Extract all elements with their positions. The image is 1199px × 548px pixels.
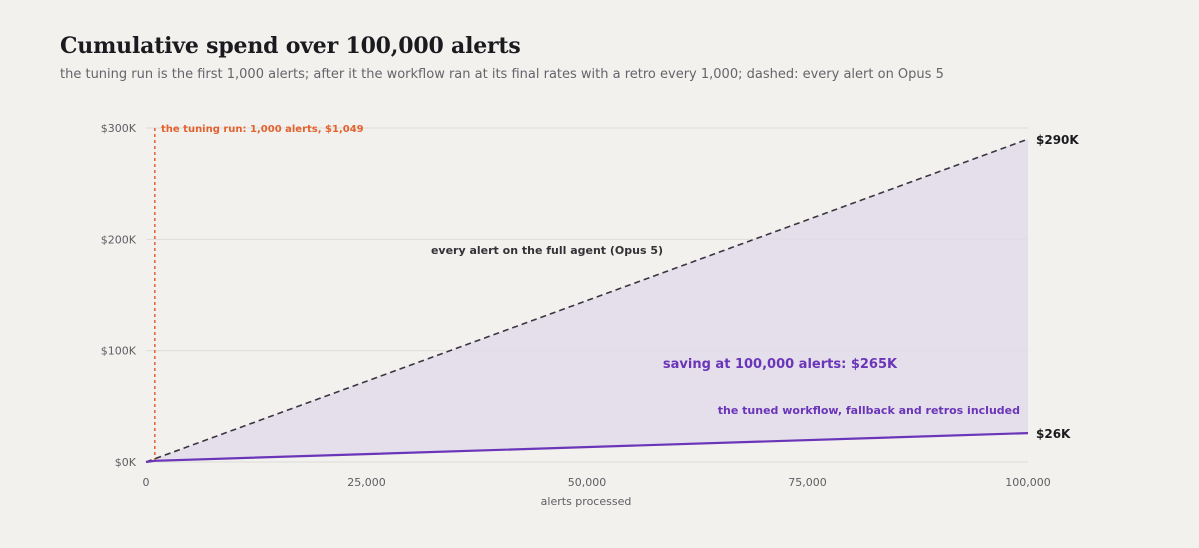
tuned-series-line	[145, 432, 1029, 464]
opus-series-label: every alert on the full agent (Opus 5)	[431, 244, 663, 257]
x-tick-label: 25,000	[347, 476, 386, 489]
x-axis-ticks: 0 25,000 50,000 75,000 100,000	[143, 476, 1051, 489]
x-tick-label: 100,000	[1005, 476, 1051, 489]
opus-end-value-label: $290K	[1036, 133, 1079, 147]
x-tick-label: 75,000	[788, 476, 827, 489]
y-tick-label: $100K	[101, 345, 137, 358]
x-tick-label: 0	[143, 476, 150, 489]
chart-subtitle: the tuning run is the first 1,000 alerts…	[60, 67, 944, 82]
saving-annotation: saving at 100,000 alerts: $265K	[663, 357, 898, 372]
tuning-run-annotation: the tuning run: 1,000 alerts, $1,049	[161, 124, 364, 135]
x-axis-label: alerts processed	[541, 495, 632, 508]
tuned-end-value-label: $26K	[1036, 427, 1071, 441]
x-tick-label: 50,000	[568, 476, 607, 489]
chart-title: Cumulative spend over 100,000 alerts	[60, 33, 521, 59]
opus-series-line	[145, 138, 1029, 463]
y-tick-label: $0K	[115, 456, 137, 469]
y-axis-ticks: $0K $100K $200K $300K	[101, 122, 137, 469]
tuned-series-label: the tuned workflow, fallback and retros …	[718, 404, 1020, 417]
y-tick-label: $200K	[101, 233, 137, 246]
y-tick-label: $300K	[101, 122, 137, 135]
